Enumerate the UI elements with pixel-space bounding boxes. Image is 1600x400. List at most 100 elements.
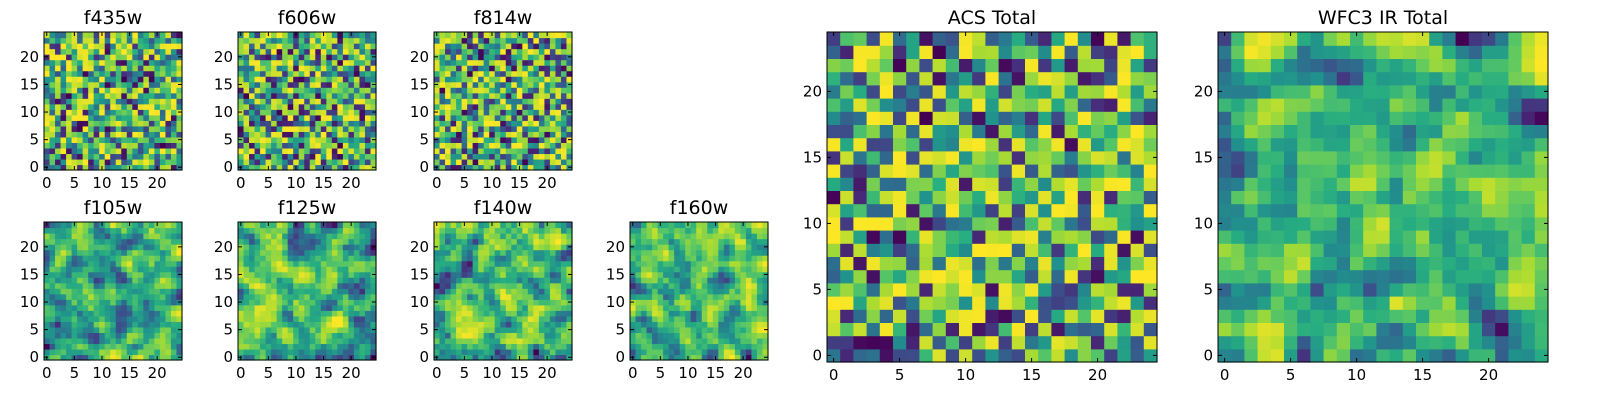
- heatmap-cell: [533, 54, 540, 61]
- heatmap-cell: [260, 354, 267, 361]
- heatmap-cell: [445, 109, 452, 116]
- heatmap-cell: [751, 260, 758, 267]
- heatmap-cell: [998, 177, 1013, 191]
- heatmap-cell: [315, 65, 322, 72]
- heatmap-cell: [866, 203, 881, 218]
- heatmap-cell: [282, 337, 289, 345]
- heatmap-cell: [641, 337, 648, 345]
- heatmap-cell: [77, 164, 84, 171]
- heatmap-cell: [527, 136, 534, 143]
- heatmap-cell: [132, 282, 139, 289]
- heatmap-cell: [71, 48, 78, 55]
- heatmap-cell: [104, 76, 111, 83]
- heatmap-cell: [668, 244, 675, 251]
- heatmap-cell: [60, 249, 67, 256]
- heatmap-cell: [505, 354, 512, 361]
- heatmap-cell: [657, 227, 664, 234]
- heatmap-cell: [1143, 309, 1158, 323]
- heatmap-cell: [527, 81, 534, 88]
- heatmap-cell: [450, 315, 457, 322]
- heatmap-cell: [756, 260, 764, 267]
- heatmap-cell: [243, 260, 250, 267]
- heatmap-cell: [467, 299, 474, 306]
- heatmap-cell: [271, 260, 278, 267]
- heatmap-cell: [549, 65, 557, 72]
- heatmap-cell: [472, 76, 479, 83]
- heatmap-cell: [533, 37, 540, 44]
- heatmap-cell: [260, 343, 267, 350]
- heatmap-cell: [370, 304, 377, 311]
- heatmap-cell: [238, 147, 245, 155]
- heatmap-cell: [527, 59, 534, 66]
- heatmap-cell: [170, 326, 178, 333]
- heatmap-cell: [472, 260, 479, 267]
- heatmap-cell: [337, 114, 344, 121]
- heatmap-cell: [511, 109, 518, 116]
- heatmap-cell: [342, 114, 349, 121]
- heatmap-cell: [533, 43, 540, 50]
- heatmap-cell: [866, 243, 881, 257]
- heatmap-cell: [88, 43, 95, 50]
- heatmap-cell: [439, 81, 446, 88]
- heatmap-cell: [104, 233, 111, 240]
- heatmap-cell: [500, 255, 507, 262]
- heatmap-cell: [238, 233, 245, 240]
- heatmap-cell: [745, 310, 753, 317]
- heatmap-cell: [566, 32, 573, 39]
- heatmap-cell: [840, 296, 854, 310]
- heatmap-cell: [646, 310, 653, 317]
- heatmap-cell: [238, 304, 245, 311]
- heatmap-cell: [337, 288, 344, 295]
- heatmap-cell: [132, 164, 139, 171]
- heatmap-cell: [674, 310, 681, 317]
- heatmap-cell: [126, 304, 133, 311]
- heatmap-cell: [304, 92, 311, 99]
- heatmap-cell: [652, 326, 659, 333]
- heatmap-cell: [516, 304, 523, 311]
- heatmap-cell: [137, 227, 144, 234]
- heatmap-cell: [555, 37, 562, 44]
- heatmap-cell: [439, 48, 446, 55]
- heatmap-cell: [77, 222, 84, 229]
- heatmap-cell: [243, 136, 250, 143]
- heatmap-cell: [165, 321, 172, 328]
- heatmap-cell: [276, 233, 283, 240]
- heatmap-cell: [249, 293, 256, 300]
- heatmap-cell: [282, 255, 289, 262]
- heatmap-cell: [635, 244, 642, 251]
- heatmap-cell: [674, 282, 681, 289]
- heatmap-cell: [439, 32, 446, 39]
- heatmap-cell: [500, 114, 507, 121]
- heatmap-cell: [439, 43, 446, 50]
- heatmap-cell: [243, 227, 250, 234]
- heatmap-cell: [853, 230, 868, 244]
- heatmap-cell: [82, 131, 89, 138]
- heatmap-cell: [148, 136, 155, 143]
- heatmap-cell: [170, 158, 178, 166]
- heatmap-cell: [478, 321, 485, 328]
- heatmap-cell: [522, 76, 529, 83]
- heatmap-cell: [165, 271, 172, 278]
- heatmap-cell: [287, 76, 294, 83]
- heatmap-cell: [115, 164, 122, 171]
- heatmap-cell: [500, 142, 507, 149]
- heatmap-cell: [348, 310, 355, 317]
- heatmap-cell: [287, 337, 294, 345]
- heatmap-cell: [287, 249, 294, 256]
- heatmap-cell: [265, 299, 272, 306]
- heatmap-cell: [88, 222, 95, 229]
- heatmap-cell: [359, 255, 366, 262]
- heatmap-cell: [494, 277, 501, 284]
- heatmap-cell: [370, 120, 377, 127]
- heatmap-cell: [985, 348, 1000, 363]
- heatmap-cell: [287, 81, 294, 88]
- heatmap-cell: [467, 348, 474, 356]
- heatmap-cell: [566, 158, 573, 166]
- heatmap-cell: [342, 59, 349, 66]
- heatmap-cell: [707, 266, 714, 273]
- heatmap-cell: [1025, 203, 1039, 218]
- heatmap-cell: [461, 142, 468, 149]
- heatmap-cell: [439, 244, 446, 251]
- heatmap-cell: [679, 332, 686, 339]
- heatmap-cell: [762, 348, 769, 356]
